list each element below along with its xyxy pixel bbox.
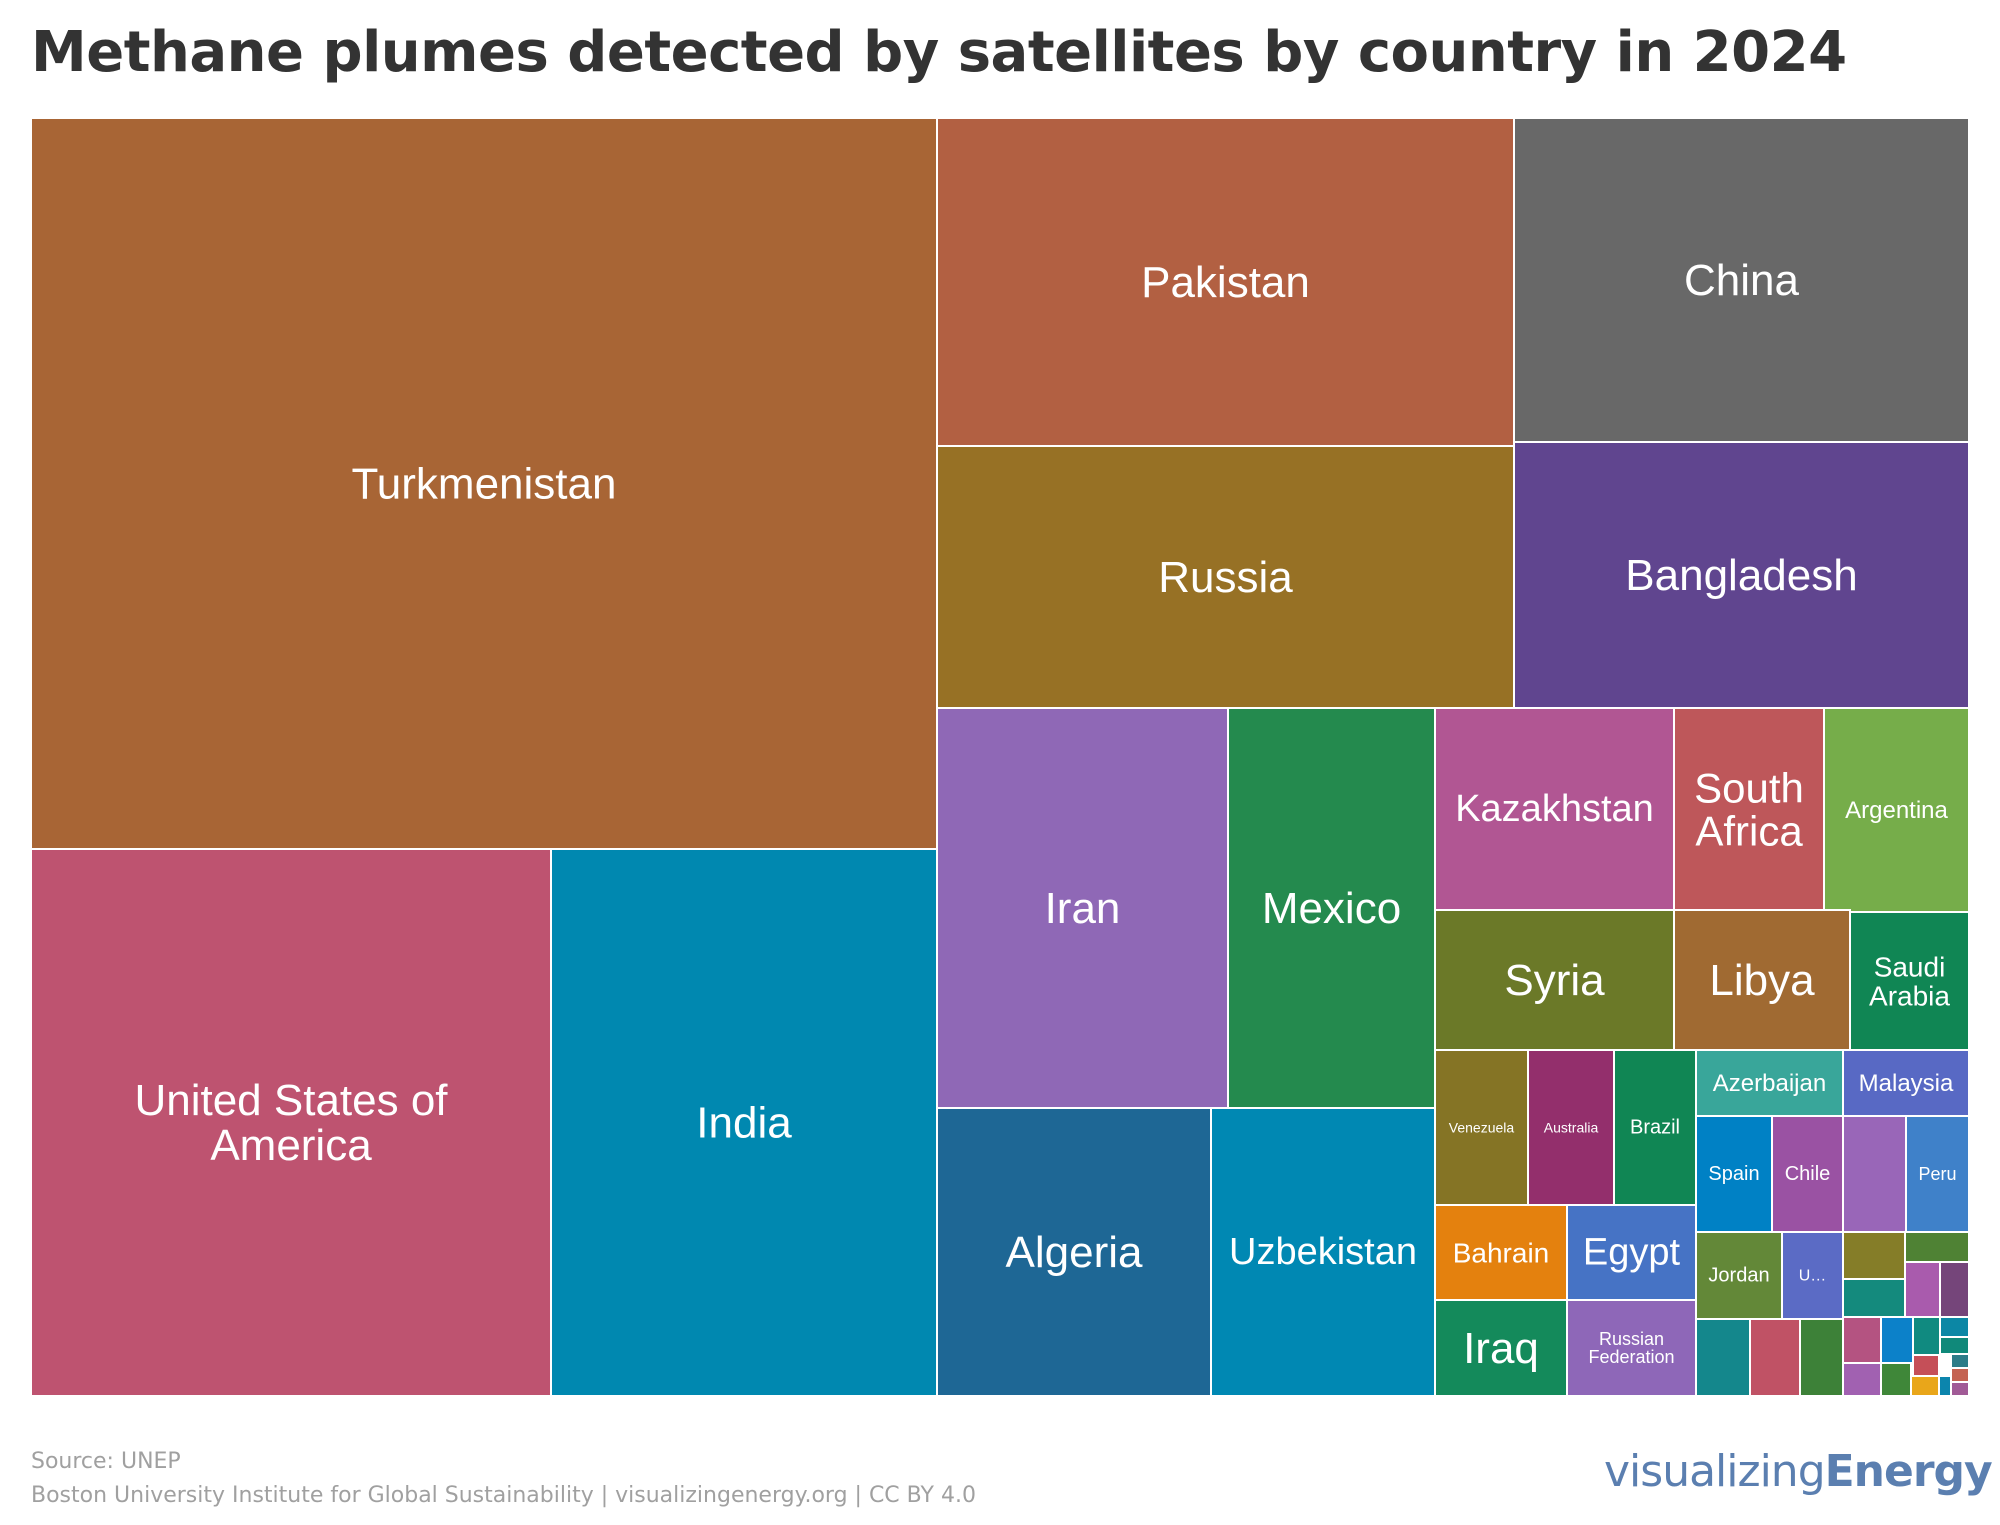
- tile-label-egypt: Egypt: [1583, 1232, 1681, 1274]
- tile-label-brazil: Brazil: [1630, 1117, 1680, 1139]
- tile-label-united-states-of-america: United States of America: [134, 1076, 448, 1170]
- tile-unlabeled-2: [1842, 1231, 1906, 1280]
- tile-label-uzbekistan: Uzbekistan: [1229, 1231, 1417, 1273]
- tile-kazakhstan: [1434, 707, 1675, 911]
- tile-unlabeled-1: [1842, 1115, 1907, 1233]
- tile-algeria: [936, 1107, 1212, 1397]
- tile-unlabeled-9: [1799, 1318, 1844, 1397]
- tile-libya: [1673, 909, 1851, 1051]
- tile-unlabeled-17: [1939, 1336, 1970, 1355]
- tile-label-mexico: Mexico: [1262, 884, 1401, 933]
- tile-label-spain: Spain: [1708, 1163, 1759, 1185]
- tile-unlabeled-14: [1880, 1362, 1912, 1397]
- tile-russian-federation: [1566, 1299, 1697, 1397]
- tile-label-azerbaijan: Azerbaijan: [1713, 1070, 1826, 1097]
- tile-unlabeled-19: [1938, 1375, 1952, 1397]
- tile-label-russia: Russia: [1158, 553, 1293, 602]
- treemap-tiles: [31, 118, 1970, 1397]
- tile-label-south-africa: South Africa: [1694, 764, 1804, 854]
- tile-bangladesh: [1513, 441, 1970, 709]
- tile-label-u: U…: [1799, 1267, 1827, 1284]
- credit-note: Boston University Institute for Global S…: [31, 1483, 976, 1508]
- tile-unlabeled-12: [1912, 1316, 1941, 1356]
- tile-label-china: China: [1684, 256, 1799, 305]
- tile-unlabeled-18: [1910, 1375, 1942, 1397]
- tile-syria: [1434, 909, 1675, 1051]
- tile-unlabeled-10: [1842, 1316, 1882, 1364]
- tile-label-syria: Syria: [1504, 956, 1605, 1005]
- tile-label-saudi-arabia: Saudi Arabia: [1869, 951, 1950, 1011]
- tile-south-africa: [1673, 707, 1825, 911]
- tile-label-russian-federation: Russian Federation: [1588, 1329, 1674, 1367]
- brand-logo-bold: Energy: [1824, 1446, 1993, 1497]
- chart-title: Methane plumes detected by satellites by…: [31, 20, 1847, 85]
- brand-logo-light: visualizing: [1604, 1446, 1826, 1497]
- tile-label-iraq: Iraq: [1463, 1324, 1539, 1373]
- tile-label-libya: Libya: [1709, 956, 1815, 1005]
- tile-unlabeled-11: [1880, 1316, 1914, 1364]
- brand-logo: visualizingEnergy: [1604, 1446, 1993, 1497]
- tile-unlabeled-16: [1912, 1354, 1940, 1377]
- tile-united-states-of-america: [31, 848, 552, 1397]
- tile-russia: [936, 445, 1515, 709]
- tile-unlabeled-13: [1842, 1362, 1882, 1397]
- tile-unlabeled-7: [1695, 1318, 1751, 1397]
- tile-unlabeled-22: [1950, 1381, 1970, 1397]
- tile-unlabeled-15: [1939, 1316, 1970, 1338]
- tile-saudi-arabia: [1849, 911, 1970, 1051]
- tile-label-india: India: [696, 1098, 792, 1147]
- tile-azerbaijan: [1695, 1049, 1844, 1117]
- tile-pakistan: [936, 118, 1515, 447]
- tile-label-turkmenistan: Turkmenistan: [352, 459, 617, 508]
- tile-mexico: [1227, 707, 1436, 1109]
- tile-unlabeled-3: [1904, 1231, 1970, 1263]
- tile-uzbekistan: [1210, 1107, 1436, 1397]
- tile-turkmenistan: [31, 118, 938, 850]
- tile-label-malaysia: Malaysia: [1859, 1070, 1954, 1097]
- tile-unlabeled-5: [1904, 1261, 1941, 1318]
- tile-iraq: [1434, 1299, 1568, 1397]
- tile-peru: [1905, 1115, 1970, 1233]
- tile-label-venezuela: Venezuela: [1449, 1120, 1515, 1136]
- tile-iran: [936, 707, 1229, 1109]
- tile-label-algeria: Algeria: [1006, 1228, 1143, 1277]
- tile-label-bahrain: Bahrain: [1453, 1237, 1550, 1268]
- tile-unlabeled-20: [1950, 1353, 1970, 1369]
- tile-label-iran: Iran: [1045, 884, 1121, 933]
- tile-label-pakistan: Pakistan: [1141, 258, 1310, 307]
- tile-label-bangladesh: Bangladesh: [1625, 551, 1857, 600]
- tile-label-jordan: Jordan: [1708, 1265, 1769, 1287]
- tile-label-australia: Australia: [1544, 1120, 1599, 1136]
- tile-unlabeled-6: [1939, 1261, 1970, 1318]
- tile-jordan: [1695, 1231, 1783, 1320]
- tile-argentina: [1823, 707, 1970, 913]
- treemap-labels: Turkmenistan United States of America India…: [134, 256, 1956, 1373]
- tile-label-peru: Peru: [1918, 1164, 1956, 1184]
- tile-unlabeled-8: [1749, 1318, 1801, 1397]
- tile-australia: [1527, 1049, 1615, 1206]
- treemap-chart: Turkmenistan United States of America India…: [31, 118, 1970, 1397]
- tile-label-chile: Chile: [1785, 1163, 1831, 1185]
- tile-label-argentina: Argentina: [1845, 797, 1948, 824]
- tile-label-kazakhstan: Kazakhstan: [1455, 788, 1654, 830]
- tile-unlabeled-21: [1950, 1367, 1970, 1383]
- tile-venezuela: [1434, 1049, 1529, 1206]
- tile-bahrain: [1434, 1204, 1568, 1301]
- tile-unlabeled-4: [1842, 1278, 1906, 1318]
- source-note: Source: UNEP: [31, 1449, 181, 1474]
- tile-china: [1513, 118, 1970, 443]
